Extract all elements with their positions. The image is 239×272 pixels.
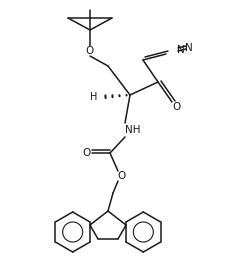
Text: N: N: [185, 43, 193, 53]
Text: H: H: [90, 92, 98, 102]
Text: N: N: [177, 45, 185, 55]
Text: O: O: [83, 148, 91, 158]
Text: O: O: [173, 102, 181, 112]
Text: O: O: [86, 46, 94, 56]
Text: NH: NH: [125, 125, 141, 135]
Text: O: O: [118, 171, 126, 181]
